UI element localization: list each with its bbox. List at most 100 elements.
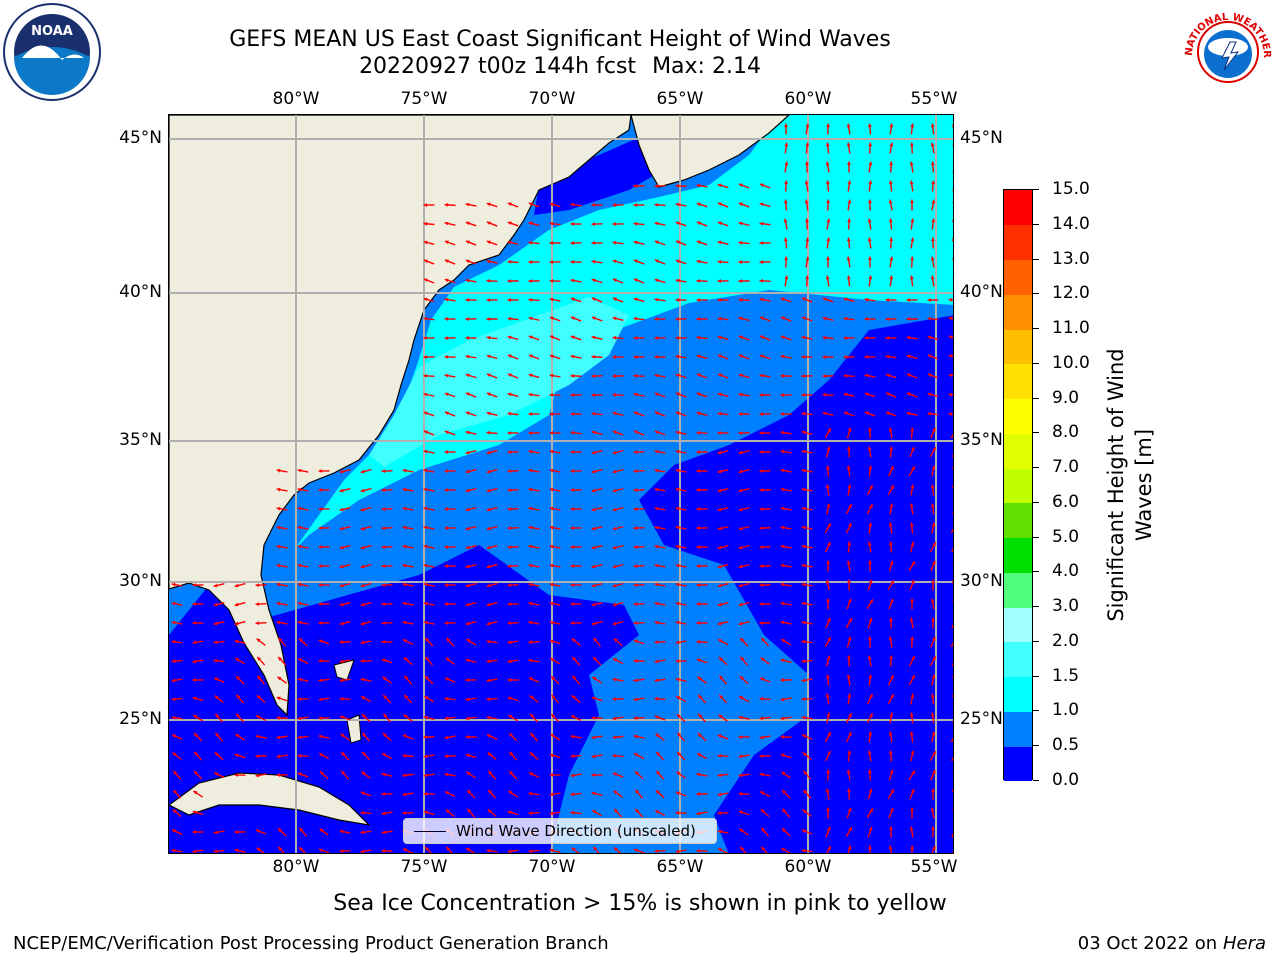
wave-direction-arrow: [381, 830, 393, 835]
wave-direction-arrow: [717, 450, 729, 455]
colorbar-tick-mark: [1033, 293, 1039, 295]
wave-direction-arrow: [297, 563, 309, 568]
wave-direction-arrow: [486, 697, 498, 702]
wave-direction-arrow: [486, 678, 498, 683]
wave-direction-arrow: [319, 828, 329, 836]
wave-direction-arrow: [318, 526, 330, 530]
wave-direction-arrow: [277, 656, 287, 666]
wave-direction-arrow: [486, 202, 498, 208]
wave-direction-arrow: [528, 468, 540, 473]
legend-line-swatch: [414, 831, 446, 832]
wave-direction-arrow: [931, 731, 936, 743]
wave-direction-arrow: [846, 807, 852, 819]
wave-direction-arrow: [909, 750, 915, 762]
wave-direction-arrow: [171, 829, 183, 835]
wave-direction-arrow: [780, 582, 792, 587]
wave-direction-arrow: [612, 506, 624, 512]
wave-direction-arrow: [822, 335, 834, 340]
wave-direction-arrow: [444, 278, 456, 284]
wave-direction-arrow: [759, 260, 771, 264]
wave-direction-arrow: [847, 788, 851, 800]
lat-tick-right: 45°N: [960, 128, 1003, 148]
wave-direction-arrow: [888, 598, 894, 610]
wave-direction-arrow: [633, 392, 645, 397]
wave-direction-arrow: [780, 601, 792, 606]
wave-direction-arrow: [465, 488, 477, 493]
wave-direction-arrow: [381, 792, 393, 796]
wave-direction-arrow: [528, 772, 540, 778]
wave-direction-arrow: [738, 412, 750, 416]
wave-direction-arrow: [570, 734, 582, 739]
wave-direction-arrow: [930, 636, 936, 648]
wave-direction-arrow: [633, 469, 645, 474]
colorbar-tick-label: 1.5: [1052, 665, 1080, 686]
wave-direction-arrow: [826, 503, 831, 515]
wave-direction-arrow: [256, 847, 265, 853]
wave-direction-arrow: [507, 526, 519, 531]
wave-direction-arrow: [424, 637, 434, 647]
wave-direction-arrow: [382, 694, 392, 704]
wave-direction-arrow: [507, 583, 519, 588]
wave-direction-arrow: [213, 583, 225, 588]
wave-direction-arrow: [930, 560, 936, 572]
wave-direction-arrow: [486, 506, 498, 512]
wave-direction-arrow: [465, 317, 477, 321]
wave-direction-arrow: [444, 583, 456, 587]
wave-direction-arrow: [633, 411, 645, 417]
wave-direction-arrow: [570, 297, 582, 303]
wave-direction-arrow: [612, 601, 624, 607]
wave-direction-arrow: [675, 373, 687, 379]
wave-direction-arrow: [696, 639, 708, 644]
wave-direction-arrow: [318, 507, 330, 511]
wave-direction-arrow: [382, 732, 392, 742]
wave-direction-arrow: [951, 256, 953, 261]
wave-direction-arrow: [867, 845, 872, 853]
wave-direction-arrow: [889, 617, 893, 629]
wind-wave-arrows: [171, 123, 953, 853]
wave-direction-arrow: [318, 621, 330, 625]
wave-direction-arrow: [738, 468, 750, 474]
wave-direction-arrow: [528, 240, 540, 245]
wave-direction-arrow: [696, 259, 708, 264]
wave-direction-arrow: [739, 675, 749, 685]
wave-direction-arrow: [847, 693, 852, 705]
wave-direction-arrow: [423, 449, 435, 454]
colorbar-tick-label: 2.0: [1052, 630, 1080, 651]
wave-direction-arrow: [570, 773, 582, 778]
wave-direction-arrow: [549, 393, 561, 397]
wave-direction-arrow: [318, 564, 330, 568]
colorbar-segment: [1004, 363, 1032, 400]
wave-direction-arrow: [802, 770, 812, 780]
colorbar-segment: [1004, 259, 1032, 295]
wave-direction-arrow: [930, 161, 935, 173]
wave-direction-arrow: [780, 335, 792, 341]
wave-direction-arrow: [717, 221, 729, 227]
wave-direction-arrow: [675, 601, 687, 606]
wave-direction-arrow: [423, 620, 435, 625]
wave-direction-arrow: [717, 638, 729, 646]
wave-direction-arrow: [318, 602, 330, 606]
wave-direction-arrow: [508, 770, 518, 780]
wave-direction-arrow: [868, 522, 873, 534]
colorbar-tick-mark: [1033, 536, 1039, 538]
wave-direction-arrow: [930, 142, 935, 154]
wave-direction-arrow: [487, 808, 497, 818]
wave-direction-arrow: [825, 161, 830, 173]
wave-direction-arrow: [759, 545, 771, 550]
wave-direction-arrow: [360, 525, 372, 531]
wave-direction-arrow: [213, 621, 225, 626]
wave-direction-arrow: [717, 298, 729, 302]
wave-direction-arrow: [847, 161, 851, 173]
wave-direction-arrow: [172, 808, 182, 818]
colorbar-tick-mark: [1033, 362, 1039, 364]
wave-direction-arrow: [759, 221, 771, 226]
wave-direction-arrow: [613, 637, 623, 647]
wave-direction-arrow: [847, 845, 852, 853]
wave-direction-arrow: [717, 545, 729, 550]
wave-direction-arrow: [888, 218, 893, 230]
wave-direction-arrow: [592, 637, 602, 647]
wave-direction-arrow: [528, 202, 540, 208]
wave-direction-arrow: [759, 183, 771, 189]
wave-direction-arrow: [402, 582, 414, 587]
wave-direction-arrow: [868, 256, 872, 268]
